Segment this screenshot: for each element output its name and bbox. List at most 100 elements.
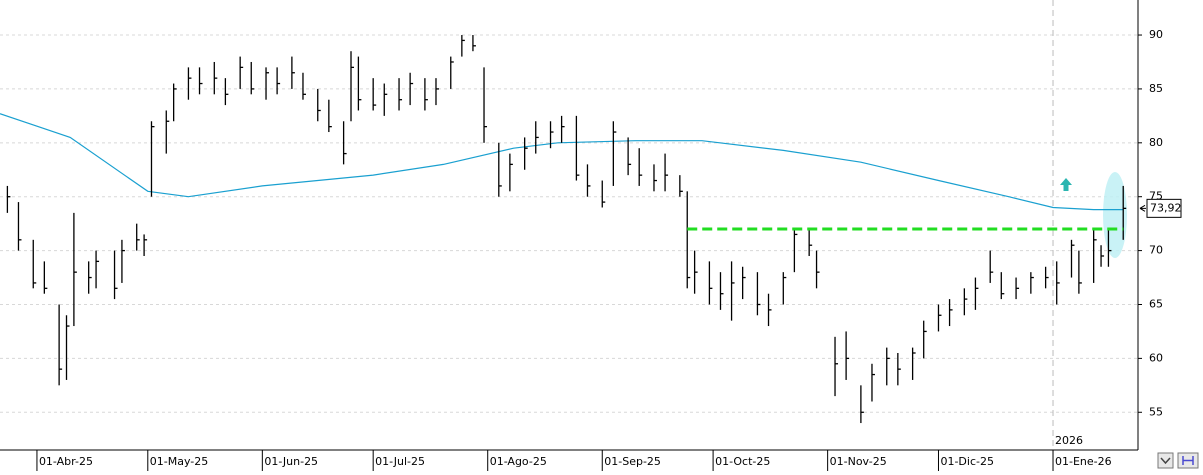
y-tick-label: 55	[1149, 405, 1163, 418]
price-bar	[73, 212, 77, 327]
price-bar	[224, 78, 229, 106]
price-bar	[834, 336, 839, 397]
price-bar	[730, 261, 735, 321]
price-bar	[113, 250, 118, 300]
price-bar	[1015, 277, 1020, 300]
price-bar	[1000, 272, 1005, 300]
price-bar	[383, 83, 388, 116]
price-bar	[782, 272, 787, 305]
price-bar	[450, 56, 454, 89]
price-bar	[586, 164, 591, 197]
x-tick-label: 01-Oct-25	[715, 455, 770, 468]
price-bar	[808, 229, 813, 256]
price-bar	[601, 180, 606, 208]
price-bar	[560, 115, 565, 143]
price-bar	[43, 261, 48, 294]
moving-average	[0, 113, 1124, 211]
price-bar	[165, 110, 170, 154]
price-bar	[742, 266, 746, 300]
price-bar	[32, 239, 37, 289]
price-bar	[350, 51, 355, 122]
price-bar	[815, 250, 820, 289]
price-bar	[58, 304, 63, 386]
price-bar	[524, 137, 528, 170]
price-bar	[535, 121, 539, 154]
price-bar	[173, 83, 177, 122]
price-bar	[1122, 185, 1127, 240]
price-bar	[239, 56, 244, 89]
price-bar	[708, 261, 713, 305]
price-bar	[963, 288, 968, 316]
price-bar	[575, 115, 580, 181]
price-bar	[435, 78, 439, 106]
price-bar	[409, 72, 414, 106]
price-bar	[483, 67, 488, 143]
price-bar	[461, 35, 465, 57]
price-bar	[1078, 250, 1082, 294]
price-bar	[372, 78, 377, 111]
price-bar	[627, 137, 632, 176]
price-bar	[948, 299, 953, 327]
price-bar	[860, 385, 864, 424]
price-bar	[1056, 261, 1060, 305]
price-bar	[472, 35, 476, 52]
price-bar	[664, 153, 669, 192]
price-bar	[398, 78, 403, 111]
y-tick-label: 90	[1149, 28, 1163, 41]
price-bar	[793, 229, 798, 273]
price-bar	[1107, 229, 1112, 267]
x-tick-label: 01-May-25	[150, 455, 208, 468]
price-bar	[95, 250, 100, 289]
price-bar	[612, 121, 617, 186]
price-bar	[276, 67, 281, 95]
price-bar	[88, 261, 92, 294]
price-bar	[693, 250, 698, 294]
price-bar	[198, 67, 203, 95]
price-bar	[937, 304, 942, 332]
price-bar	[923, 320, 927, 359]
price-bar	[509, 153, 513, 192]
price-bar	[1100, 245, 1105, 267]
x-tick-label: 01-Ago-25	[490, 455, 547, 468]
price-bar	[845, 331, 850, 380]
scroll-icon	[1160, 457, 1171, 465]
price-bar	[6, 185, 11, 213]
price-bar	[150, 121, 155, 197]
price-bar	[424, 78, 428, 111]
price-bar	[756, 272, 761, 316]
year-label: 2026	[1055, 434, 1083, 447]
x-tick-label: 01-Abr-25	[39, 455, 93, 468]
x-tick-label: 01-Jul-25	[375, 455, 425, 468]
price-bar	[121, 239, 125, 283]
y-tick-label: 60	[1149, 351, 1163, 364]
price-bar	[328, 99, 332, 133]
price-bar	[136, 223, 140, 251]
price-bar	[679, 175, 683, 197]
price-bar	[886, 347, 890, 386]
price-bar	[213, 61, 218, 95]
y-tick-label: 65	[1149, 297, 1163, 310]
price-bar	[1093, 229, 1097, 283]
price-bar	[17, 202, 22, 251]
scroll-button[interactable]	[1157, 452, 1174, 469]
up-arrow	[1060, 178, 1072, 191]
price-bar	[549, 121, 554, 149]
price-bar	[143, 234, 148, 256]
x-tick-label: 01-Jun-25	[264, 455, 318, 468]
last-value-box	[1146, 198, 1182, 218]
price-bar	[250, 61, 255, 95]
price-bar	[187, 67, 192, 100]
price-bar	[719, 272, 724, 310]
y-tick-label: 85	[1149, 82, 1163, 95]
price-bar	[989, 250, 994, 283]
x-tick-label: 01-Ene-26	[1055, 455, 1112, 468]
price-bar	[638, 148, 643, 186]
price-bar	[291, 56, 295, 89]
price-bar	[265, 67, 270, 100]
x-tick-label: 01-Nov-25	[830, 455, 887, 468]
last-value-pointer	[1139, 204, 1146, 212]
price-bar	[1044, 266, 1049, 289]
price-bar	[1070, 239, 1075, 278]
